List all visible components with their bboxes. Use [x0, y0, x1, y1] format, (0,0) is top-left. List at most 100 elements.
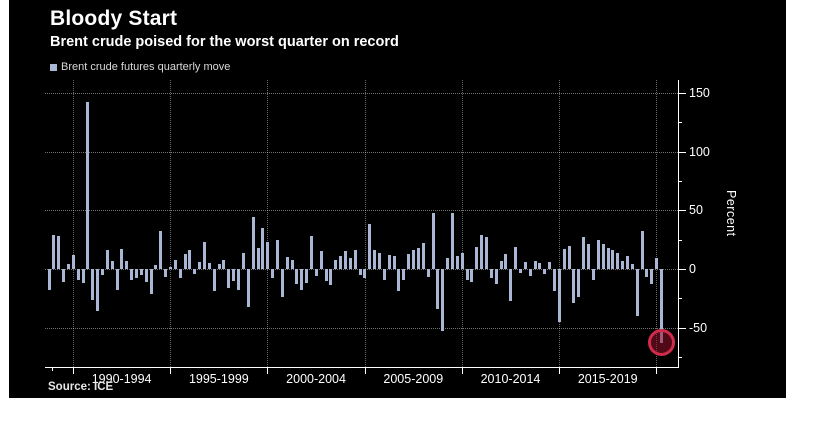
bar — [616, 252, 620, 269]
bar — [280, 269, 284, 298]
bar — [378, 252, 382, 269]
y-minor-tick — [678, 122, 682, 124]
bar — [251, 217, 255, 269]
bar — [334, 259, 338, 269]
bar — [193, 269, 197, 274]
plot-area: 150 100 50 0 -50 1990-1994 1995-1999 2000-2004 2… — [9, 0, 786, 398]
bar — [183, 253, 187, 269]
bar — [446, 258, 450, 269]
bar — [125, 260, 129, 269]
bar — [441, 269, 445, 332]
bar — [266, 241, 270, 269]
bar — [519, 269, 523, 273]
bar — [319, 251, 323, 269]
x-tick — [170, 367, 172, 374]
x-tick — [559, 367, 561, 374]
v-gridline — [364, 80, 366, 367]
bar — [52, 234, 56, 269]
bar — [470, 269, 474, 282]
bar — [655, 258, 659, 269]
chart-subtitle: Brent crude poised for the worst quarter… — [50, 34, 399, 50]
bar — [212, 269, 216, 292]
bar — [543, 269, 547, 274]
h-gridline — [45, 327, 678, 329]
chart-title: Bloody Start — [50, 7, 178, 30]
bar — [348, 258, 352, 269]
y-tick-label: 50 — [689, 203, 703, 218]
y-tick — [678, 92, 686, 94]
bar — [582, 237, 586, 269]
bar — [222, 259, 226, 269]
bar — [650, 269, 654, 285]
bar — [353, 250, 357, 269]
bar — [91, 269, 95, 300]
bar — [207, 263, 211, 269]
x-axis-line — [45, 367, 679, 368]
y-tick-label: 100 — [689, 144, 710, 159]
x-tick — [364, 367, 366, 374]
bar — [57, 236, 61, 269]
x-section-label: 2005-2009 — [383, 372, 444, 386]
h-gridline — [45, 151, 678, 153]
bar — [76, 269, 80, 280]
legend-swatch-icon — [50, 63, 57, 71]
x-tick — [73, 367, 75, 374]
bar — [465, 269, 469, 280]
bar — [416, 247, 420, 269]
y-tick — [678, 269, 686, 270]
bar — [577, 269, 581, 298]
y-tick — [678, 210, 686, 212]
bar — [120, 249, 124, 269]
y-tick — [678, 151, 686, 153]
bar — [110, 260, 114, 269]
bar — [640, 231, 644, 269]
bar — [645, 269, 649, 278]
bar — [363, 269, 367, 279]
bar — [480, 234, 484, 269]
bar — [149, 269, 153, 294]
bar — [290, 259, 294, 269]
bar — [489, 269, 493, 279]
bar — [659, 269, 663, 343]
x-section-label: 2015-2019 — [577, 372, 638, 386]
bar — [105, 250, 109, 269]
bar — [339, 256, 343, 269]
bar — [86, 102, 90, 269]
v-gridline — [267, 80, 269, 367]
v-gridline — [170, 80, 172, 367]
bar — [96, 269, 100, 312]
y-minor-tick — [678, 298, 682, 300]
bar — [504, 253, 508, 269]
bar — [494, 269, 498, 285]
bar — [139, 269, 143, 275]
bar — [572, 269, 576, 304]
bar — [271, 269, 275, 279]
bar — [100, 269, 104, 275]
bar — [557, 269, 561, 322]
y-tick-label: 0 — [689, 262, 696, 276]
bar — [71, 254, 75, 269]
bar — [66, 264, 70, 269]
x-section-label: 2010-2014 — [480, 372, 541, 386]
bar — [130, 269, 134, 280]
x-tick — [267, 367, 269, 374]
v-gridline — [73, 80, 75, 367]
bar — [256, 247, 260, 269]
source-label: Source: ICE — [48, 381, 114, 393]
bar — [426, 269, 430, 278]
y-tick — [678, 327, 686, 329]
bar — [173, 259, 177, 269]
bar — [154, 265, 158, 269]
bar — [232, 269, 236, 281]
y-minor-tick — [678, 180, 682, 182]
bar — [407, 253, 411, 269]
y-tick-label: 150 — [689, 85, 710, 100]
bar — [227, 269, 231, 288]
x-section-label: 2000-2004 — [286, 372, 346, 386]
legend: Brent crude futures quarterly move — [50, 61, 230, 73]
bar — [246, 269, 250, 307]
bar — [188, 250, 192, 269]
bar — [329, 269, 333, 286]
bar — [198, 261, 202, 269]
